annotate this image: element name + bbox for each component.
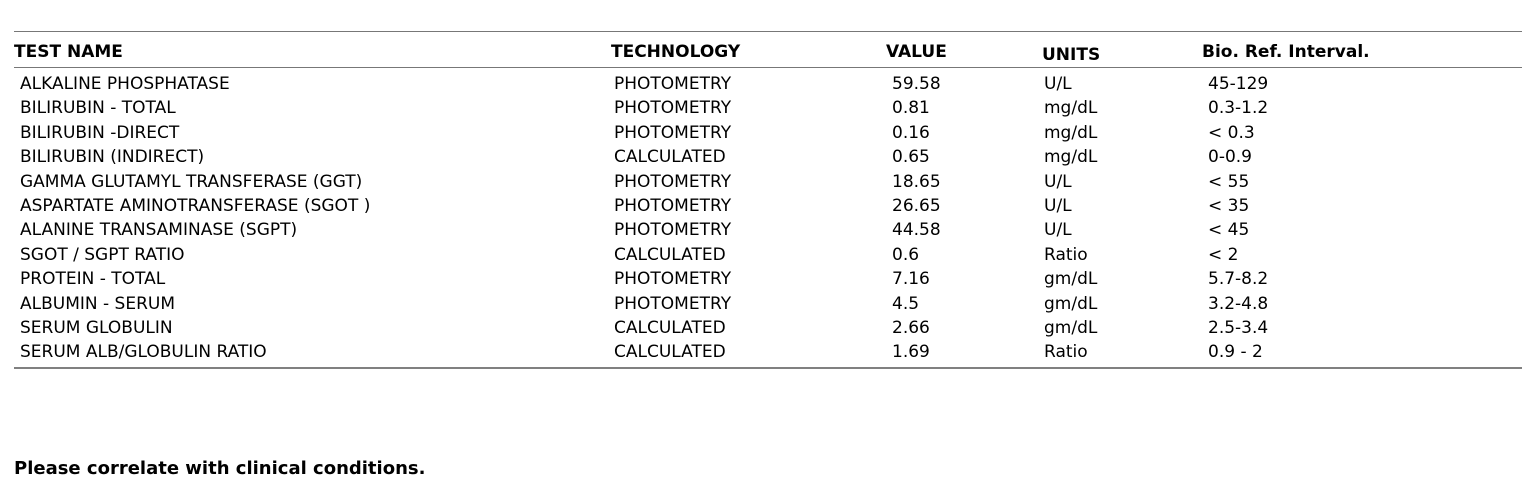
cell-technology: PHOTOMETRY: [614, 220, 732, 241]
cell-test-name: ALANINE TRANSAMINASE (SGPT): [20, 220, 298, 241]
table-header-rule: [14, 67, 1522, 68]
table-row: ALKALINE PHOSPHATASE PHOTOMETRY 59.58 U/L 45…: [14, 72, 1522, 96]
cell-units: Ratio: [1044, 342, 1088, 363]
cell-test-name: ALKALINE PHOSPHATASE: [20, 74, 230, 94]
cell-technology: CALCULATED: [614, 317, 726, 338]
cell-ref-interval: < 2: [1208, 244, 1239, 265]
cell-test-name: BILIRUBIN -DIRECT: [20, 122, 180, 143]
cell-technology: PHOTOMETRY: [614, 74, 732, 94]
cell-value: 18.65: [892, 171, 941, 192]
table-row: BILIRUBIN (INDIRECT) CALCULATED 0.65 mg/dL 0…: [14, 145, 1522, 169]
cell-units: U/L: [1044, 195, 1072, 216]
table-row: SERUM GLOBULIN CALCULATED 2.66 gm/dL 2.5-3.4: [14, 316, 1522, 340]
table-row: BILIRUBIN - TOTAL PHOTOMETRY 0.81 mg/dL 0.3-…: [14, 96, 1522, 120]
table-body: ALKALINE PHOSPHATASE PHOTOMETRY 59.58 U/L 45…: [14, 68, 1522, 367]
cell-test-name: PROTEIN - TOTAL: [20, 269, 166, 290]
cell-technology: PHOTOMETRY: [614, 269, 732, 290]
table-row: ALANINE TRANSAMINASE (SGPT) PHOTOMETRY 44.…: [14, 218, 1522, 242]
cell-units: U/L: [1044, 220, 1072, 241]
header-ref-interval: Bio. Ref. Interval.: [1202, 42, 1370, 62]
cell-technology: PHOTOMETRY: [614, 122, 732, 143]
cell-units: gm/dL: [1044, 317, 1098, 338]
cell-value: 0.65: [892, 147, 930, 168]
cell-technology: CALCULATED: [614, 342, 726, 363]
cell-units: gm/dL: [1044, 293, 1098, 314]
cell-ref-interval: 0.3-1.2: [1208, 98, 1269, 119]
table-row: GAMMA GLUTAMYL TRANSFERASE (GGT) PHOTOMET…: [14, 170, 1522, 194]
cell-technology: PHOTOMETRY: [614, 293, 732, 314]
cell-ref-interval: 0-0.9: [1208, 147, 1252, 168]
cell-units: Ratio: [1044, 244, 1088, 265]
table-row: SGOT / SGPT RATIO CALCULATED 0.6 Ratio < 2: [14, 243, 1522, 267]
lab-report: TEST NAME TECHNOLOGY VALUE UNITS Bio. Re…: [14, 31, 1522, 369]
header-value: VALUE: [886, 42, 947, 62]
cell-value: 26.65: [892, 195, 941, 216]
table-row: ALBUMIN - SERUM PHOTOMETRY 4.5 gm/dL 3.2-4.8: [14, 292, 1522, 316]
cell-ref-interval: 0.9 - 2: [1208, 342, 1263, 363]
cell-test-name: SERUM GLOBULIN: [20, 317, 173, 338]
cell-technology: PHOTOMETRY: [614, 98, 732, 119]
cell-value: 4.5: [892, 293, 920, 314]
cell-test-name: BILIRUBIN - TOTAL: [20, 98, 176, 119]
table-row: BILIRUBIN -DIRECT PHOTOMETRY 0.16 mg/dL < 0.…: [14, 121, 1522, 145]
header-units: UNITS: [1042, 45, 1101, 65]
cell-value: 44.58: [892, 220, 941, 241]
header-technology: TECHNOLOGY: [611, 42, 741, 62]
table-bottom-rule: [14, 366, 1522, 369]
cell-technology: PHOTOMETRY: [614, 171, 732, 192]
cell-value: 2.66: [892, 317, 930, 338]
cell-test-name: SERUM ALB/GLOBULIN RATIO: [20, 342, 267, 363]
cell-value: 59.58: [892, 74, 941, 94]
cell-ref-interval: 45-129: [1208, 74, 1269, 94]
cell-technology: CALCULATED: [614, 244, 726, 265]
table-header-row: TEST NAME TECHNOLOGY VALUE UNITS Bio. Re…: [14, 32, 1522, 67]
cell-test-name: ALBUMIN - SERUM: [20, 293, 176, 314]
table-row: ASPARTATE AMINOTRANSFERASE (SGOT ) PHOTOM…: [14, 194, 1522, 218]
table-row: SERUM ALB/GLOBULIN RATIO CALCULATED 1.69 Ra…: [14, 340, 1522, 364]
header-test-name: TEST NAME: [14, 42, 123, 62]
cell-ref-interval: < 35: [1208, 195, 1250, 216]
cell-ref-interval: 5.7-8.2: [1208, 269, 1269, 290]
cell-units: U/L: [1044, 171, 1072, 192]
cell-value: 0.16: [892, 122, 930, 143]
cell-test-name: SGOT / SGPT RATIO: [20, 244, 185, 265]
table-row: PROTEIN - TOTAL PHOTOMETRY 7.16 gm/dL 5.7-8.…: [14, 267, 1522, 291]
cell-test-name: GAMMA GLUTAMYL TRANSFERASE (GGT): [20, 171, 363, 192]
cell-units: gm/dL: [1044, 269, 1098, 290]
table-top-rule: [14, 31, 1522, 32]
cell-units: mg/dL: [1044, 147, 1098, 168]
cell-value: 0.81: [892, 98, 930, 119]
cell-units: U/L: [1044, 74, 1072, 94]
footer-note: Please correlate with clinical condition…: [14, 458, 426, 479]
cell-value: 0.6: [892, 244, 920, 265]
cell-value: 7.16: [892, 269, 930, 290]
cell-ref-interval: 3.2-4.8: [1208, 293, 1269, 314]
cell-ref-interval: < 55: [1208, 171, 1250, 192]
cell-units: mg/dL: [1044, 122, 1098, 143]
cell-test-name: ASPARTATE AMINOTRANSFERASE (SGOT ): [20, 195, 371, 216]
cell-units: mg/dL: [1044, 98, 1098, 119]
cell-technology: CALCULATED: [614, 147, 726, 168]
cell-ref-interval: < 45: [1208, 220, 1250, 241]
cell-technology: PHOTOMETRY: [614, 195, 732, 216]
cell-ref-interval: < 0.3: [1208, 122, 1255, 143]
cell-test-name: BILIRUBIN (INDIRECT): [20, 147, 205, 168]
cell-value: 1.69: [892, 342, 930, 363]
cell-ref-interval: 2.5-3.4: [1208, 317, 1269, 338]
